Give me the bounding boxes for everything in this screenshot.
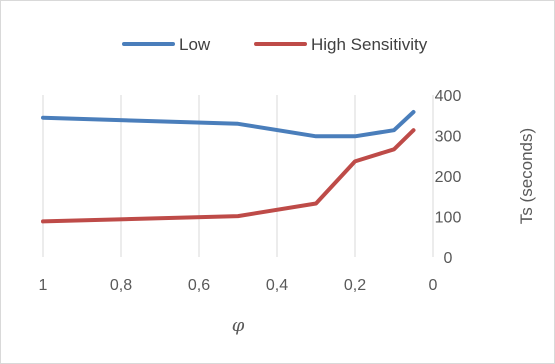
x-axis-title: φ — [232, 315, 245, 336]
x-tick-label-3: 0,4 — [266, 277, 288, 294]
y-tick-label-1: 100 — [435, 210, 462, 227]
x-tick-label-2: 0,6 — [188, 277, 210, 294]
x-tick-label-4: 0,2 — [344, 277, 366, 294]
y-tick-label-0: 0 — [444, 250, 453, 267]
y-axis-title: Ts (seconds) — [517, 128, 536, 224]
legend-label-1: High Sensitivity — [311, 35, 428, 54]
y-tick-label-3: 300 — [435, 129, 462, 146]
legend-label-0: Low — [179, 35, 211, 54]
series-line-0 — [41, 110, 416, 139]
legend: Low High Sensitivity — [122, 35, 428, 54]
x-tick-labels: 1 0,8 0,6 0,4 0,2 0 — [39, 277, 438, 294]
y-tick-label-4: 400 — [435, 88, 462, 105]
series-lines — [41, 110, 416, 224]
x-tick-label-1: 0,8 — [110, 277, 132, 294]
series-line-1 — [41, 128, 416, 224]
x-tick-label-5: 0 — [429, 277, 438, 294]
x-tick-label-0: 1 — [39, 277, 48, 294]
y-tick-labels: 0 100 200 300 400 — [435, 88, 462, 267]
y-tick-label-2: 200 — [435, 169, 462, 186]
